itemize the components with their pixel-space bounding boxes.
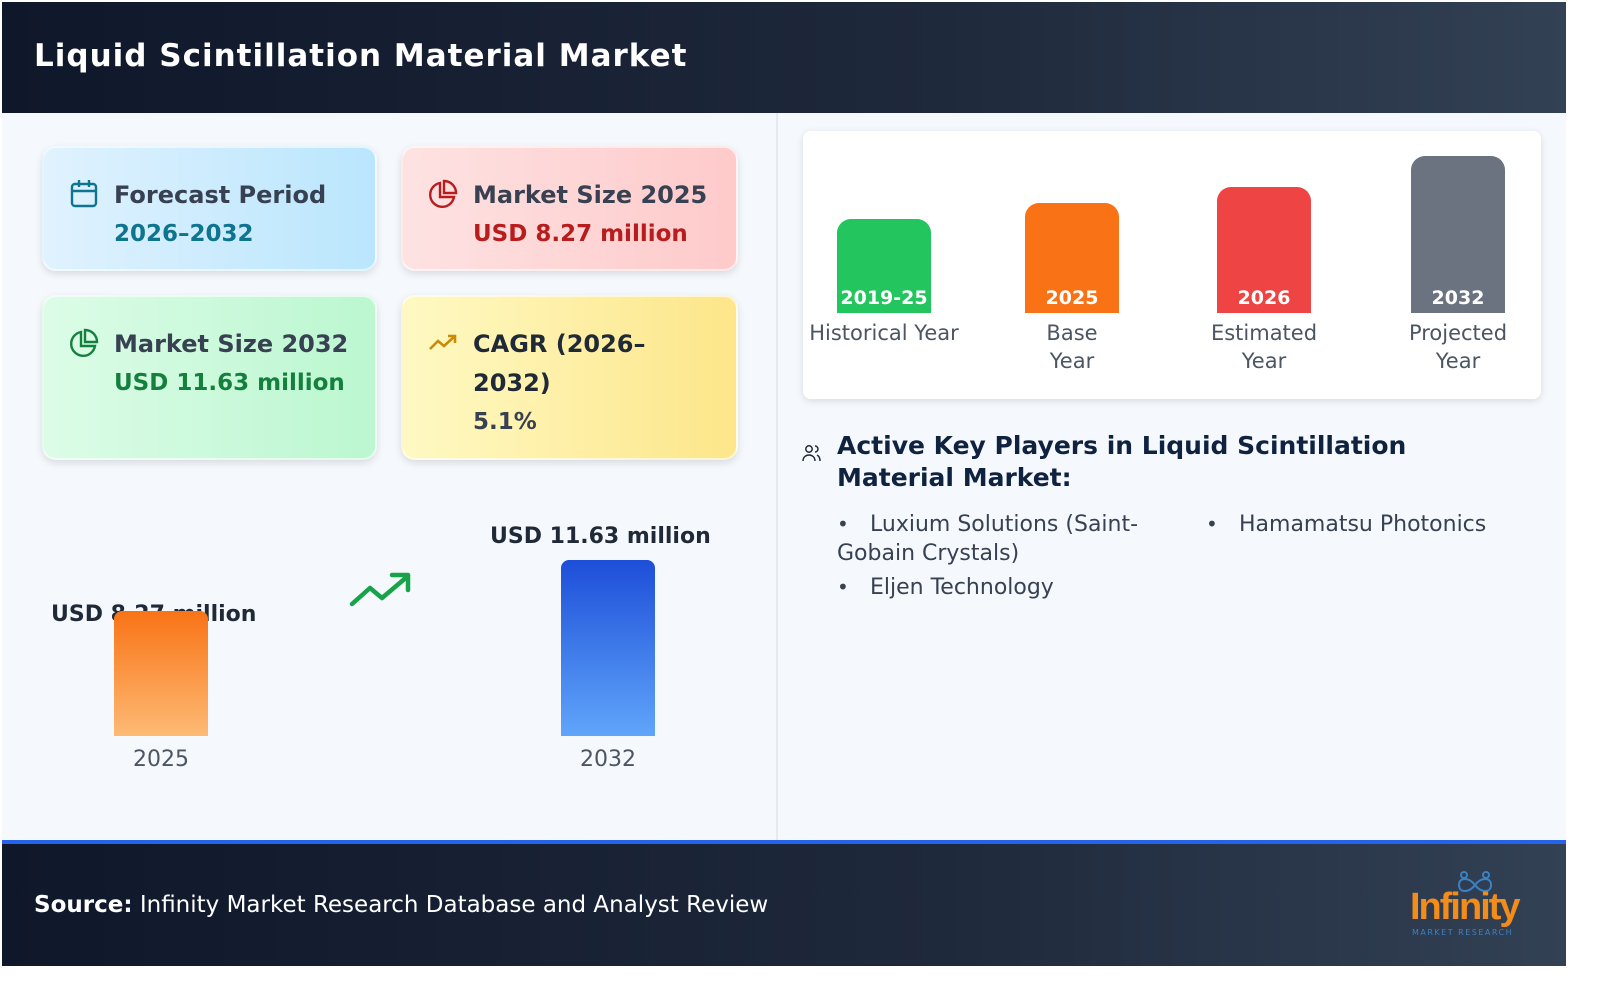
logo-subtext: MARKET RESEARCH bbox=[1412, 928, 1514, 937]
market-size-2032-card: Market Size 2032 USD 11.63 million bbox=[42, 295, 377, 460]
bar-value-2032: USD 11.63 million bbox=[490, 524, 711, 549]
infographic: Liquid Scintillation Material Market For… bbox=[2, 2, 1566, 966]
timeline-card: 2019-25 2025 2026 2032 Historical Year B… bbox=[803, 131, 1541, 399]
bar-year-2032: 2032 bbox=[580, 747, 636, 772]
card-value: USD 8.27 million bbox=[473, 221, 688, 247]
source-label: Source: bbox=[34, 892, 133, 918]
logo-text: Infinity bbox=[1410, 886, 1521, 928]
market-size-2025-card: Market Size 2025 USD 8.27 million bbox=[401, 146, 738, 271]
trending-up-icon bbox=[429, 334, 457, 350]
bar-2032 bbox=[561, 560, 655, 736]
infinity-symbol-icon bbox=[1457, 871, 1493, 892]
bar-2025 bbox=[114, 610, 208, 736]
card-value: USD 11.63 million bbox=[114, 370, 345, 396]
users-icon bbox=[802, 445, 821, 462]
key-players-title: Active Key Players in Liquid Scintillati… bbox=[837, 431, 1407, 492]
source-text: Infinity Market Research Database and An… bbox=[139, 892, 769, 918]
player-item: Luxium Solutions (Saint-Gobain Crystals) bbox=[804, 510, 1167, 568]
bar-year-2025: 2025 bbox=[133, 747, 189, 772]
pie-chart-icon bbox=[429, 179, 458, 208]
timeline-label: Historical Year bbox=[809, 321, 959, 345]
player-item: Eljen Technology bbox=[837, 573, 1054, 602]
timeline-label: Base Year bbox=[1046, 321, 1098, 373]
card-value: 5.1% bbox=[473, 409, 537, 435]
card-label: Forecast Period bbox=[114, 181, 327, 209]
card-label: Market Size 2032 bbox=[114, 330, 349, 358]
calendar-icon bbox=[70, 180, 98, 208]
card-label: CAGR (2026–2032) bbox=[473, 330, 646, 397]
page-title: Liquid Scintillation Material Market bbox=[34, 38, 688, 74]
timeline-bar-historical: 2019-25 bbox=[837, 219, 931, 313]
divider bbox=[776, 113, 778, 840]
cagr-card: CAGR (2026–2032) 5.1% bbox=[401, 295, 738, 460]
trending-up-icon bbox=[349, 572, 411, 607]
timeline-bar-estimated: 2026 bbox=[1217, 187, 1311, 313]
card-label: Market Size 2025 bbox=[473, 181, 708, 209]
infinity-logo: Infinity MARKET RESEARCH bbox=[1410, 870, 1534, 940]
forecast-period-card: Forecast Period 2026–2032 bbox=[42, 146, 377, 271]
footer: Source: Infinity Market Research Databas… bbox=[2, 840, 1566, 966]
card-value: 2026–2032 bbox=[114, 221, 254, 247]
timeline-bar-projected: 2032 bbox=[1411, 156, 1505, 313]
header: Liquid Scintillation Material Market bbox=[2, 2, 1566, 113]
player-item: Hamamatsu Photonics bbox=[1206, 510, 1486, 539]
timeline-label: Projected Year bbox=[1408, 321, 1508, 373]
timeline-label: Estimated Year bbox=[1210, 321, 1318, 373]
pie-chart-icon bbox=[70, 328, 99, 357]
timeline-bar-base: 2025 bbox=[1025, 203, 1119, 313]
